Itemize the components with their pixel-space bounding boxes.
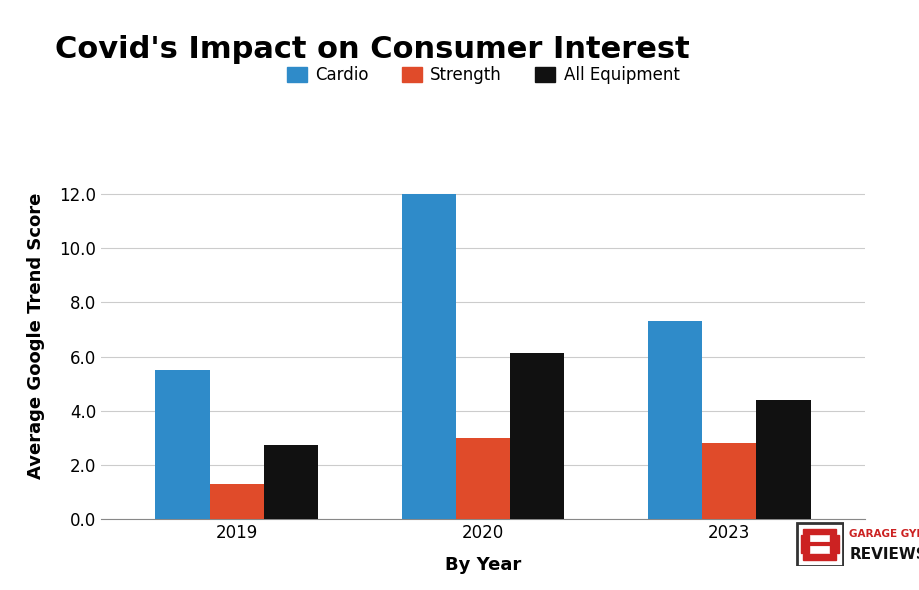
Bar: [456, 438, 509, 519]
Bar: [800, 536, 809, 553]
X-axis label: By Year: By Year: [445, 556, 520, 574]
Bar: [802, 529, 835, 534]
Bar: [509, 353, 563, 519]
FancyBboxPatch shape: [796, 523, 842, 565]
Bar: [210, 484, 264, 519]
Bar: [829, 536, 838, 553]
Text: GARAGE GYM: GARAGE GYM: [848, 529, 919, 539]
Bar: [701, 443, 755, 519]
Bar: [755, 400, 810, 519]
Text: REVIEWS: REVIEWS: [848, 547, 919, 562]
Legend: Cardio, Strength, All Equipment: Cardio, Strength, All Equipment: [279, 60, 686, 91]
Text: Covid's Impact on Consumer Interest: Covid's Impact on Consumer Interest: [55, 35, 689, 64]
Bar: [264, 445, 318, 519]
Bar: [155, 370, 210, 519]
Y-axis label: Average Google Trend Score: Average Google Trend Score: [28, 193, 45, 480]
Bar: [647, 322, 701, 519]
Bar: [402, 194, 456, 519]
Bar: [802, 555, 835, 560]
